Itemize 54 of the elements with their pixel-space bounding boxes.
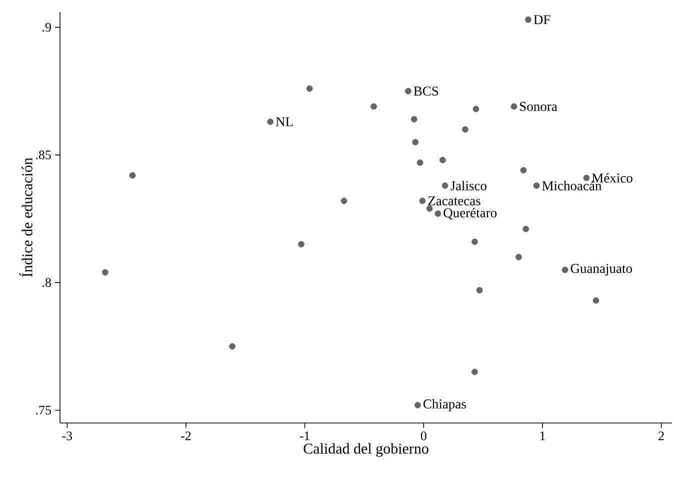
y-axis-title: Índice de educación	[19, 158, 32, 277]
point	[510, 103, 518, 110]
point	[439, 156, 446, 164]
point	[416, 159, 424, 166]
y-tick-label: .8	[42, 278, 51, 288]
point	[129, 172, 136, 179]
x-axis-title: Calidad del gobierno	[304, 443, 428, 457]
point	[419, 198, 426, 204]
point	[472, 368, 478, 376]
y-tick-label: .85	[36, 150, 51, 160]
annotation: Querétaro	[444, 208, 497, 220]
point	[412, 138, 419, 146]
annotation: NL	[276, 117, 293, 126]
point	[370, 103, 377, 110]
point	[462, 126, 468, 133]
point	[434, 210, 442, 217]
point	[525, 16, 532, 23]
annotation: Jalisco	[450, 180, 486, 190]
annotation: México	[592, 173, 632, 183]
point	[592, 297, 600, 304]
annotation: DF	[534, 15, 550, 24]
annotation: Guanajuato	[570, 264, 632, 276]
x-tick-label: -3	[62, 432, 72, 440]
point	[229, 343, 236, 350]
point	[426, 205, 433, 212]
point	[472, 238, 478, 245]
point	[340, 198, 348, 204]
point	[533, 182, 540, 189]
annotation: Chiapas	[423, 399, 466, 412]
point	[516, 254, 522, 260]
point	[410, 116, 418, 122]
annotation: BCS	[414, 86, 438, 96]
x-tick-label: -1	[300, 432, 310, 440]
point	[522, 226, 530, 232]
y-tick-label: .75	[36, 406, 51, 415]
x-tick-label: 0	[420, 432, 426, 440]
point	[472, 106, 480, 112]
point	[102, 269, 108, 276]
x-tick-label: -2	[181, 432, 191, 440]
point	[520, 167, 527, 174]
annotation: Sonora	[520, 102, 558, 111]
point	[306, 85, 313, 92]
point	[442, 182, 448, 189]
x-tick-label: 2	[658, 432, 664, 440]
point	[414, 402, 421, 408]
point	[298, 241, 304, 248]
point	[476, 287, 483, 294]
x-tick-label: 1	[540, 432, 545, 440]
y-tick-label: .9	[42, 22, 51, 32]
annotation: Michoacán	[542, 180, 602, 190]
annotation: Zacatecas	[428, 196, 480, 206]
point	[404, 88, 412, 94]
point	[562, 266, 568, 274]
point	[267, 118, 274, 125]
